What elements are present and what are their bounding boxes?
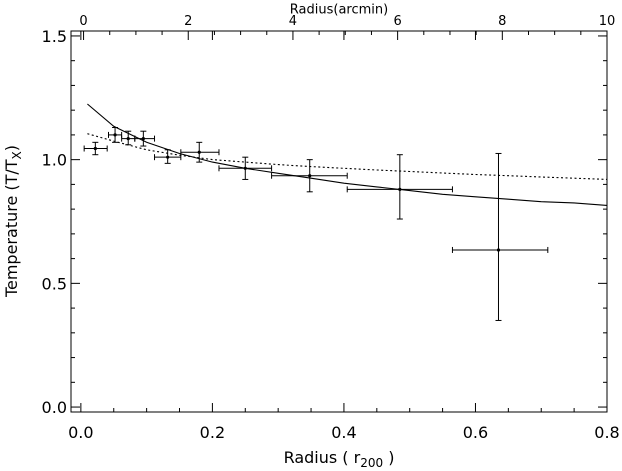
point-marker [243, 166, 247, 170]
data-point [134, 130, 156, 147]
top-tick-label: 8 [498, 14, 506, 29]
top-tick-label: 2 [184, 14, 192, 29]
y-axis-label-sub: X [10, 151, 24, 159]
point-marker [166, 155, 170, 159]
point-marker [496, 248, 501, 252]
top-tick-label: 0 [79, 14, 87, 29]
x-axis-label-end: ) [383, 448, 394, 467]
point-marker [126, 137, 130, 141]
data-points [83, 126, 549, 321]
data-point [180, 141, 220, 163]
x-axis-label: Radius ( r200 ) [284, 448, 395, 470]
y-axis-label-main: Temperature (T/T [2, 159, 21, 298]
top-tick-label: 10 [599, 14, 616, 29]
top-axis-label: Radius(arcmin) [290, 3, 388, 18]
data-point [121, 130, 136, 146]
point-marker [93, 146, 97, 151]
top-tick-label: 4 [289, 14, 297, 29]
data-point [271, 159, 348, 193]
y-axis-label: Temperature (T/TX) [2, 145, 24, 298]
data-point [83, 141, 108, 156]
data-point [451, 152, 549, 321]
x-axis-label-main: Radius ( r [284, 448, 361, 467]
x-tick-label: 0.6 [463, 423, 488, 442]
axis-ticks [71, 31, 608, 412]
point-marker [308, 174, 312, 178]
data-point [218, 156, 273, 180]
dotted-model-line [87, 133, 608, 180]
x-tick-label: 0.4 [331, 423, 356, 442]
data-point [346, 154, 453, 220]
point-marker [141, 137, 145, 141]
y-tick-label: 1.0 [42, 151, 67, 170]
x-tick-label: 0.0 [68, 423, 93, 442]
x-axis-label-sub: 200 [360, 456, 383, 470]
top-tick-label: 6 [393, 14, 401, 29]
y-tick-label: 0.0 [42, 398, 67, 417]
point-marker [113, 133, 117, 137]
point-marker [398, 187, 402, 191]
y-tick-label: 1.5 [42, 27, 67, 46]
data-point [107, 126, 123, 143]
axis-tick-labels: 0.0 0.2 0.4 0.6 0.8 0 2 4 6 8 10 0.0 0.5 1.0 1.5 [42, 14, 620, 442]
plot-frame [70, 30, 608, 413]
y-tick-label: 0.5 [42, 274, 67, 293]
y-axis-label-end: ) [2, 145, 21, 151]
point-marker [197, 150, 201, 154]
x-tick-label: 0.2 [200, 423, 225, 442]
data-point [154, 149, 182, 164]
x-tick-label: 0.8 [594, 423, 619, 442]
